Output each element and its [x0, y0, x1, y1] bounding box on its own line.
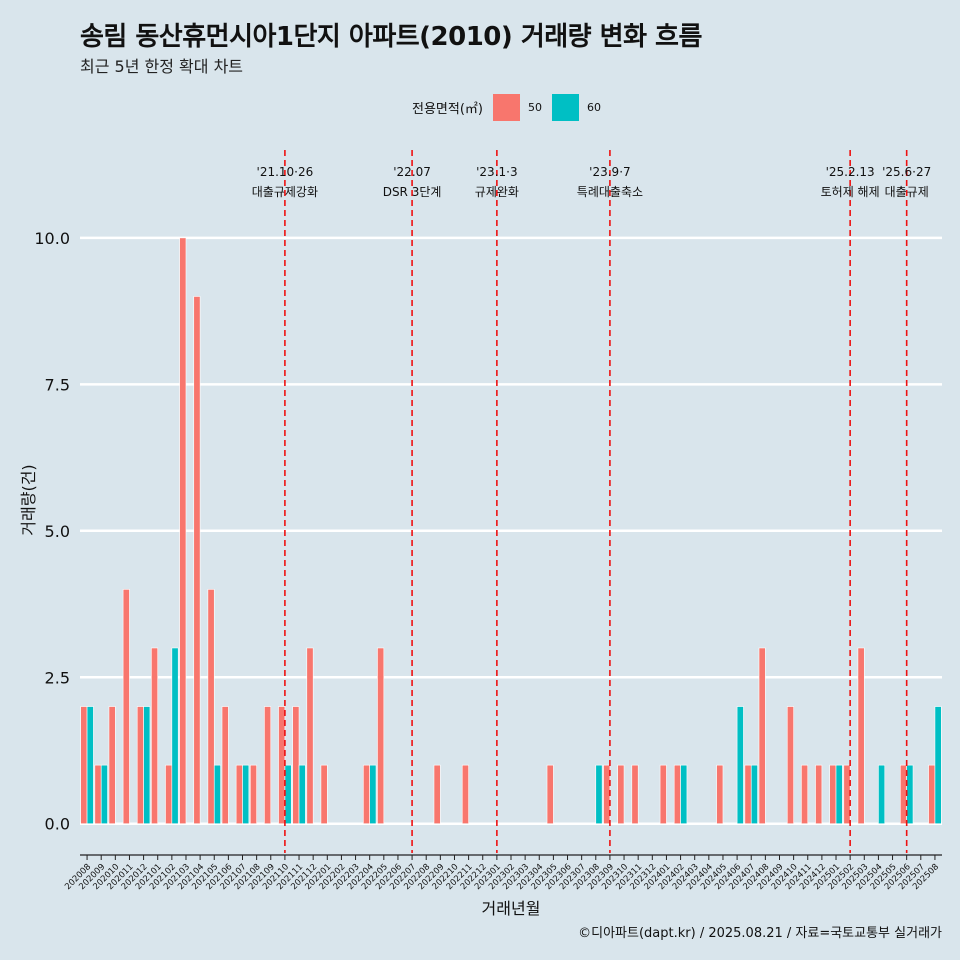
annotation-label: 대출규제강화 — [252, 185, 318, 199]
bar-50-202310 — [617, 764, 625, 825]
bar-60-202407 — [750, 764, 758, 825]
bar-50-202111 — [292, 706, 300, 825]
bar-50-202309 — [603, 764, 611, 825]
bar-50-202502 — [843, 764, 851, 825]
x-axis-title: 거래년월 — [482, 899, 541, 918]
bar-60-202504 — [878, 764, 886, 825]
chart-subtitle: 최근 5년 한정 확대 차트 — [80, 57, 244, 76]
chart-title: 송림 동산휴먼시아1단지 아파트(2010) 거래량 변화 흐름 — [80, 22, 702, 52]
legend-label-60: 60 — [586, 100, 601, 114]
bar-50-202101 — [151, 647, 159, 825]
bar-50-202107 — [235, 764, 243, 825]
bar-50-202407 — [744, 764, 752, 825]
bar-50-202205 — [377, 647, 385, 825]
bar-50-202106 — [221, 706, 229, 825]
bar-60-202102 — [171, 647, 179, 825]
bar-60-202111 — [298, 764, 306, 825]
y-tick-label: 0.0 — [45, 815, 70, 834]
bar-50-202102 — [165, 764, 173, 825]
bar-50-202410 — [786, 706, 794, 825]
bar-60-202506 — [906, 764, 914, 825]
bar-50-202411 — [801, 764, 809, 825]
bar-60-202107 — [242, 764, 250, 825]
bar-60-202406 — [736, 706, 744, 825]
y-tick-label: 7.5 — [45, 375, 70, 394]
bar-50-202109 — [264, 706, 272, 825]
bar-50-202305 — [546, 764, 554, 825]
bar-50-202103 — [179, 237, 187, 825]
bar-50-202401 — [659, 764, 667, 825]
y-tick-label: 5.0 — [45, 522, 70, 541]
legend-swatch-60 — [551, 93, 579, 121]
bar-50-202110 — [278, 706, 286, 825]
bar-50-202012 — [136, 706, 144, 825]
bar-60-202402 — [680, 764, 688, 825]
legend-label-50: 50 — [527, 100, 542, 114]
bar-50-202008 — [80, 706, 88, 825]
bar-50-202201 — [320, 764, 328, 825]
annotation-date: '23.9·7 — [589, 165, 630, 179]
bar-60-202204 — [369, 764, 377, 825]
bar-50-202011 — [122, 589, 130, 825]
bar-50-202105 — [207, 589, 215, 825]
bar-50-202204 — [363, 764, 370, 825]
annotation-date: '23.1·3 — [476, 165, 517, 179]
bar-50-202501 — [829, 764, 837, 825]
bar-50-202010 — [108, 706, 116, 825]
annotation-label: 특례대출축소 — [577, 185, 643, 199]
y-tick-label: 10.0 — [34, 229, 70, 248]
bar-50-202104 — [193, 296, 201, 825]
bar-60-202308 — [595, 764, 603, 825]
bar-50-202009 — [94, 764, 102, 825]
bar-50-202503 — [857, 647, 865, 825]
source-caption: ©디아파트(dapt.kr) / 2025.08.21 / 자료=국토교통부 실… — [578, 926, 942, 941]
bar-60-202501 — [835, 764, 843, 825]
bar-50-202112 — [306, 647, 314, 825]
bar-60-202508 — [934, 706, 942, 825]
bar-60-202012 — [143, 706, 151, 825]
annotation-label: 규제완화 — [475, 185, 519, 199]
annotation-label: 대출규제 — [885, 185, 929, 199]
bar-50-202108 — [249, 764, 257, 825]
bar-50-202405 — [716, 764, 724, 825]
bar-60-202009 — [100, 764, 108, 825]
annotation-date: '25.6·27 — [882, 165, 931, 179]
y-axis-title: 거래량(건) — [19, 464, 38, 535]
y-tick-label: 2.5 — [45, 668, 70, 687]
bar-60-202110 — [284, 764, 292, 825]
annotation-date: '25.2.13 — [826, 165, 875, 179]
annotation-date: '22.07 — [393, 165, 431, 179]
annotation-date: '21.10·26 — [257, 165, 314, 179]
legend-swatch-50 — [492, 93, 520, 121]
bar-60-202008 — [86, 706, 94, 825]
bar-50-202311 — [631, 764, 639, 825]
legend-title: 전용면적(㎡) — [412, 101, 483, 117]
bar-50-202211 — [461, 764, 469, 825]
annotation-label: 토허제 해제 — [821, 185, 880, 199]
bar-50-202402 — [673, 764, 681, 825]
bar-50-202508 — [928, 764, 936, 825]
bar-50-202408 — [758, 647, 766, 825]
bar-50-202412 — [815, 764, 823, 825]
bar-60-202105 — [213, 764, 221, 825]
bar-50-202506 — [900, 764, 907, 825]
bar-50-202209 — [433, 764, 441, 825]
legend: 전용면적(㎡) 50 60 — [412, 93, 611, 121]
annotation-label: DSR 3단계 — [383, 185, 442, 199]
